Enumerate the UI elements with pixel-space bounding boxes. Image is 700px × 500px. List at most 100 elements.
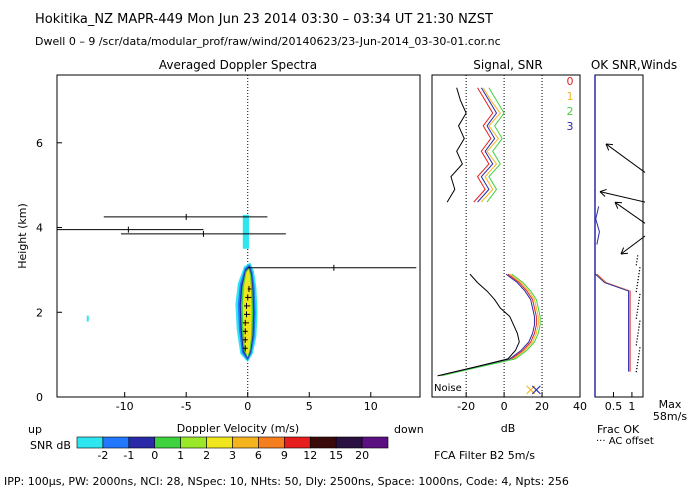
ac-offset-dot (636, 341, 638, 343)
signal-title: Signal, SNR (473, 58, 542, 72)
colorbar-tick-label: 6 (255, 449, 262, 462)
right-note-down: down (394, 423, 424, 436)
x-tick-label: 5 (306, 400, 313, 413)
colorbar-swatch (258, 436, 285, 449)
ok-snr-winds-panel: 0.5 1 (594, 74, 646, 413)
ac-offset-dot (636, 258, 638, 260)
colorbar-swatch (309, 436, 337, 449)
doppler-xlabel: Doppler Velocity (m/s) (177, 422, 299, 435)
ac-offset-dot (637, 332, 639, 334)
ac-offset-dot (636, 314, 638, 316)
ac-offset-dot (638, 273, 640, 275)
filter-note: FCA Filter B2 5m/s (434, 449, 535, 462)
snr-series-upper-line (486, 87, 505, 203)
snr-series-upper-line (473, 87, 494, 203)
wind-arrow-shaft (620, 235, 646, 255)
wind-arrow-shaft (605, 143, 646, 173)
x-tick-label: -5 (181, 400, 192, 413)
ac-offset-dot (639, 347, 641, 349)
y-tick-label: 0 (36, 391, 43, 404)
ac-offset-dot (638, 350, 641, 352)
doppler-title: Averaged Doppler Spectra (159, 58, 317, 72)
ac-offset-note: ··· AC offset (596, 436, 654, 447)
footer-params: IPP: 100μs, PW: 2000ns, NCI: 28, NSpec: … (4, 475, 569, 488)
snr-marker-x (531, 385, 541, 395)
wind-arrow-head (614, 201, 623, 209)
snr-series-line (437, 273, 537, 377)
colorbar-label: SNR dB (30, 439, 71, 452)
doppler-spectra-panel: -10 -5 0 5 10 0 2 4 6 Height (km) (16, 74, 421, 413)
colorbar-swatch (232, 436, 259, 449)
snr-series-line (437, 273, 535, 377)
wind-arrow-shaft (614, 201, 646, 224)
ac-offset-dot (638, 270, 641, 272)
frac-tick-label: 0.5 (605, 400, 623, 413)
colorbar-swatch (102, 436, 130, 449)
snr-echo-speck (86, 315, 89, 322)
colorbar-swatch (361, 436, 389, 449)
x-tick-label: 10 (364, 400, 378, 413)
ac-offset-dot (636, 287, 638, 290)
signal-xlabel: dB (501, 422, 516, 435)
y-tick-label: 2 (36, 306, 43, 319)
colorbar-swatch (335, 436, 363, 449)
colorbar-swatch (76, 436, 104, 449)
legend-entry: 2 (567, 105, 574, 118)
oksnr-frame (594, 74, 644, 398)
header-line-2: Dwell 0 – 9 /scr/data/modular_prof/raw/w… (35, 35, 501, 48)
colorbar-tick-label: -2 (97, 449, 108, 462)
colorbar-tick-label: 3 (229, 449, 236, 462)
ac-offset-dot (635, 264, 638, 266)
ac-offset-dot (639, 267, 641, 269)
colorbar-swatch (128, 436, 156, 449)
signal-frame (431, 74, 581, 398)
ac-offset-dot (636, 335, 639, 337)
ac-offset-dot (637, 305, 639, 308)
ac-offset-dot (635, 290, 638, 293)
ac-offset-dot (635, 344, 638, 346)
y-tick-label: 4 (36, 222, 43, 235)
colorbar-tick-label: 12 (303, 449, 317, 462)
colorbar-swatch (154, 436, 181, 449)
db-tick-label: -20 (457, 400, 475, 413)
snr-colorbar: -2 -1 0 1 2 3 6 9 12 15 20 (76, 436, 389, 462)
ac-offset-dot (636, 284, 638, 287)
db-tick-label: 40 (573, 400, 587, 413)
frac-ok-upper-line (595, 206, 600, 245)
ac-offset-dot (635, 370, 638, 373)
ac-offset-dot (636, 338, 638, 340)
legend-entry: 0 (567, 75, 574, 88)
ac-offset-dot (636, 367, 638, 370)
ac-offset-dot (636, 361, 639, 364)
frac-ok-line (596, 273, 631, 372)
colorbar-swatch (284, 436, 311, 449)
ac-offset-dot (638, 296, 641, 299)
snr-series-line (441, 273, 541, 377)
ac-offset-dot (636, 311, 638, 313)
wind-arrow-head (620, 247, 629, 255)
colorbar-tick-label: 9 (281, 449, 288, 462)
snr-series-upper-line (480, 87, 501, 203)
colorbar-tick-label: 0 (151, 449, 158, 462)
signal-snr-panel: -20 0 20 40 0 1 2 3 (431, 74, 587, 413)
colorbar-swatch (180, 436, 207, 449)
oksnr-title: OK SNR,Winds (591, 58, 677, 72)
ac-offset-dot (639, 320, 641, 322)
ac-offset-dot (636, 281, 639, 284)
colorbar-tick-label: -1 (123, 449, 134, 462)
legend-entry: 1 (567, 90, 574, 103)
ac-offset-dot (638, 323, 641, 325)
colorbar-tick-label: 15 (329, 449, 343, 462)
ac-offset-dot (637, 356, 640, 358)
colorbar-tick-label: 1 (177, 449, 184, 462)
left-note-up: up (28, 423, 42, 436)
frac-ok-label: Frac OK (597, 423, 640, 436)
frac-ok-line (595, 273, 630, 372)
x-tick-label: 0 (244, 400, 251, 413)
colorbar-tick-label: 2 (203, 449, 210, 462)
ac-offset-dot (635, 317, 638, 319)
y-tick-label: 6 (36, 137, 43, 150)
db-tick-label: 20 (535, 400, 549, 413)
